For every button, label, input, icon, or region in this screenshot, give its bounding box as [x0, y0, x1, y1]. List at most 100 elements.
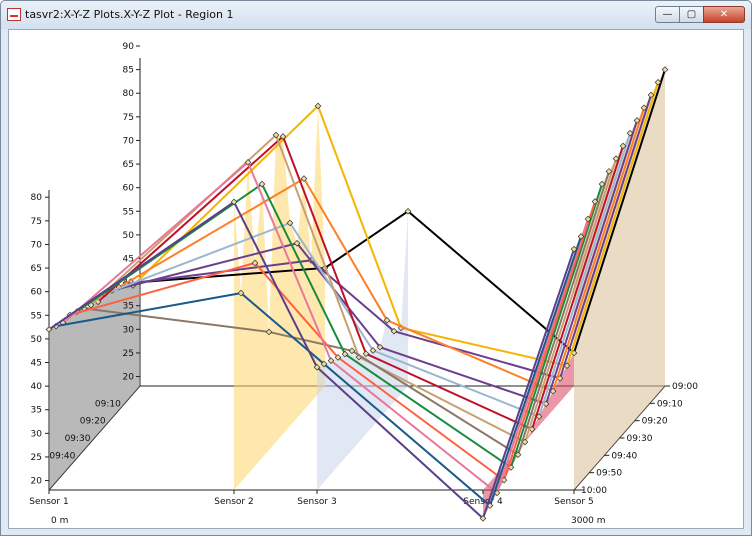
- z-tick-label: 09:20: [642, 417, 668, 427]
- back-y-tick-label: 90: [123, 42, 135, 52]
- data-point: [293, 239, 301, 247]
- data-point: [390, 327, 398, 335]
- z-tick-label: 09:10: [657, 399, 683, 409]
- x-start-label: 0 m: [51, 516, 69, 526]
- z-tick-label: 09:30: [627, 434, 653, 444]
- z-tick-label-left: 09:40: [49, 451, 75, 461]
- data-point: [45, 326, 53, 333]
- data-point: [244, 159, 252, 166]
- front-y-tick-label: 60: [31, 288, 43, 298]
- data-point: [570, 245, 578, 253]
- z-tick-label-left: 09:20: [80, 417, 106, 427]
- z-tick-label: 10:00: [581, 486, 607, 496]
- front-y-tick-label: 35: [31, 406, 42, 416]
- front-y-tick-label: 75: [31, 217, 42, 227]
- x-category-label: Sensor 4: [463, 497, 503, 507]
- data-point: [612, 155, 620, 162]
- data-point: [647, 91, 655, 99]
- back-y-tick-label: 35: [123, 302, 134, 312]
- data-point: [327, 357, 335, 364]
- minimize-button[interactable]: —: [655, 6, 680, 23]
- front-y-tick-label: 40: [31, 382, 43, 392]
- data-point: [383, 316, 391, 324]
- close-button[interactable]: ✕: [703, 6, 745, 23]
- data-point: [584, 215, 592, 223]
- data-point: [404, 207, 412, 215]
- data-point: [633, 117, 641, 124]
- data-point: [654, 79, 662, 86]
- back-y-tick-label: 65: [123, 160, 134, 170]
- window-title: tasvr2:X-Y-Z Plots.X-Y-Z Plot - Region 1: [25, 8, 234, 21]
- close-icon: ✕: [719, 9, 729, 20]
- fill-sensor-2: [234, 105, 325, 490]
- data-point: [479, 515, 487, 522]
- back-y-tick-label: 50: [123, 231, 135, 241]
- front-y-tick-label: 30: [31, 429, 43, 439]
- fill-sensor-4: [483, 352, 574, 519]
- front-y-tick-label: 80: [31, 193, 43, 203]
- front-y-tick-label: 20: [31, 477, 43, 487]
- data-point: [334, 354, 342, 361]
- data-point: [230, 198, 238, 206]
- plot-area: 2025303540455055606570758020253035404550…: [8, 29, 744, 529]
- back-y-tick-label: 30: [123, 325, 135, 335]
- data-point: [362, 350, 370, 358]
- data-point: [314, 102, 322, 110]
- data-point: [626, 129, 634, 137]
- back-y-tick-label: 80: [123, 89, 135, 99]
- x-category-label: Sensor 5: [554, 497, 593, 507]
- data-point: [237, 289, 245, 297]
- data-point: [313, 363, 321, 371]
- data-point: [348, 347, 356, 355]
- z-tick-label: 09:00: [672, 382, 698, 392]
- data-point: [251, 259, 259, 267]
- z-tick-label: 09:50: [596, 469, 622, 479]
- fill-sensor-5: [574, 69, 665, 490]
- x-category-label: Sensor 2: [214, 497, 253, 507]
- data-point: [619, 142, 627, 150]
- x-category-label: Sensor 1: [29, 497, 68, 507]
- data-point: [265, 328, 273, 336]
- fill-sensor-1: [49, 282, 140, 490]
- z-tick-label: 09:40: [611, 451, 637, 461]
- minimize-icon: —: [662, 9, 673, 20]
- front-y-tick-label: 55: [31, 311, 42, 321]
- data-point: [640, 104, 648, 112]
- z-tick-label-left: 09:10: [95, 399, 121, 409]
- back-y-tick-label: 75: [123, 113, 134, 123]
- back-y-tick-label: 70: [123, 136, 135, 146]
- back-y-tick-label: 20: [123, 373, 135, 383]
- window-controls: — ▢ ✕: [655, 6, 745, 24]
- data-point: [279, 133, 287, 140]
- data-point: [591, 198, 599, 205]
- data-point: [376, 343, 384, 351]
- data-point: [272, 131, 280, 139]
- back-y-tick-label: 25: [123, 349, 134, 359]
- data-point: [369, 347, 377, 354]
- data-point: [300, 175, 308, 182]
- data-point: [605, 168, 613, 175]
- data-point: [341, 350, 349, 358]
- data-point: [258, 180, 266, 188]
- back-y-tick-label: 85: [123, 66, 134, 76]
- chart-app-icon: [7, 8, 21, 21]
- front-y-tick-label: 45: [31, 359, 42, 369]
- x-end-label: 3000 m: [571, 516, 606, 526]
- front-y-tick-label: 25: [31, 453, 42, 463]
- restore-icon: ▢: [686, 9, 697, 20]
- data-point: [598, 180, 606, 188]
- back-y-tick-label: 45: [123, 255, 134, 265]
- front-y-tick-label: 50: [31, 335, 43, 345]
- fill-sensor-3: [317, 211, 408, 490]
- data-point: [577, 233, 585, 240]
- z-tick-label-left: 09:30: [65, 434, 91, 444]
- xyz-chart: 2025303540455055606570758020253035404550…: [29, 42, 698, 522]
- data-point: [320, 360, 328, 368]
- x-category-label: Sensor 3: [297, 497, 336, 507]
- restore-button[interactable]: ▢: [679, 6, 704, 23]
- title-bar[interactable]: tasvr2:X-Y-Z Plots.X-Y-Z Plot - Region 1…: [1, 1, 751, 29]
- back-y-tick-label: 60: [123, 184, 135, 194]
- data-point: [661, 66, 669, 73]
- back-y-tick-label: 55: [123, 207, 134, 217]
